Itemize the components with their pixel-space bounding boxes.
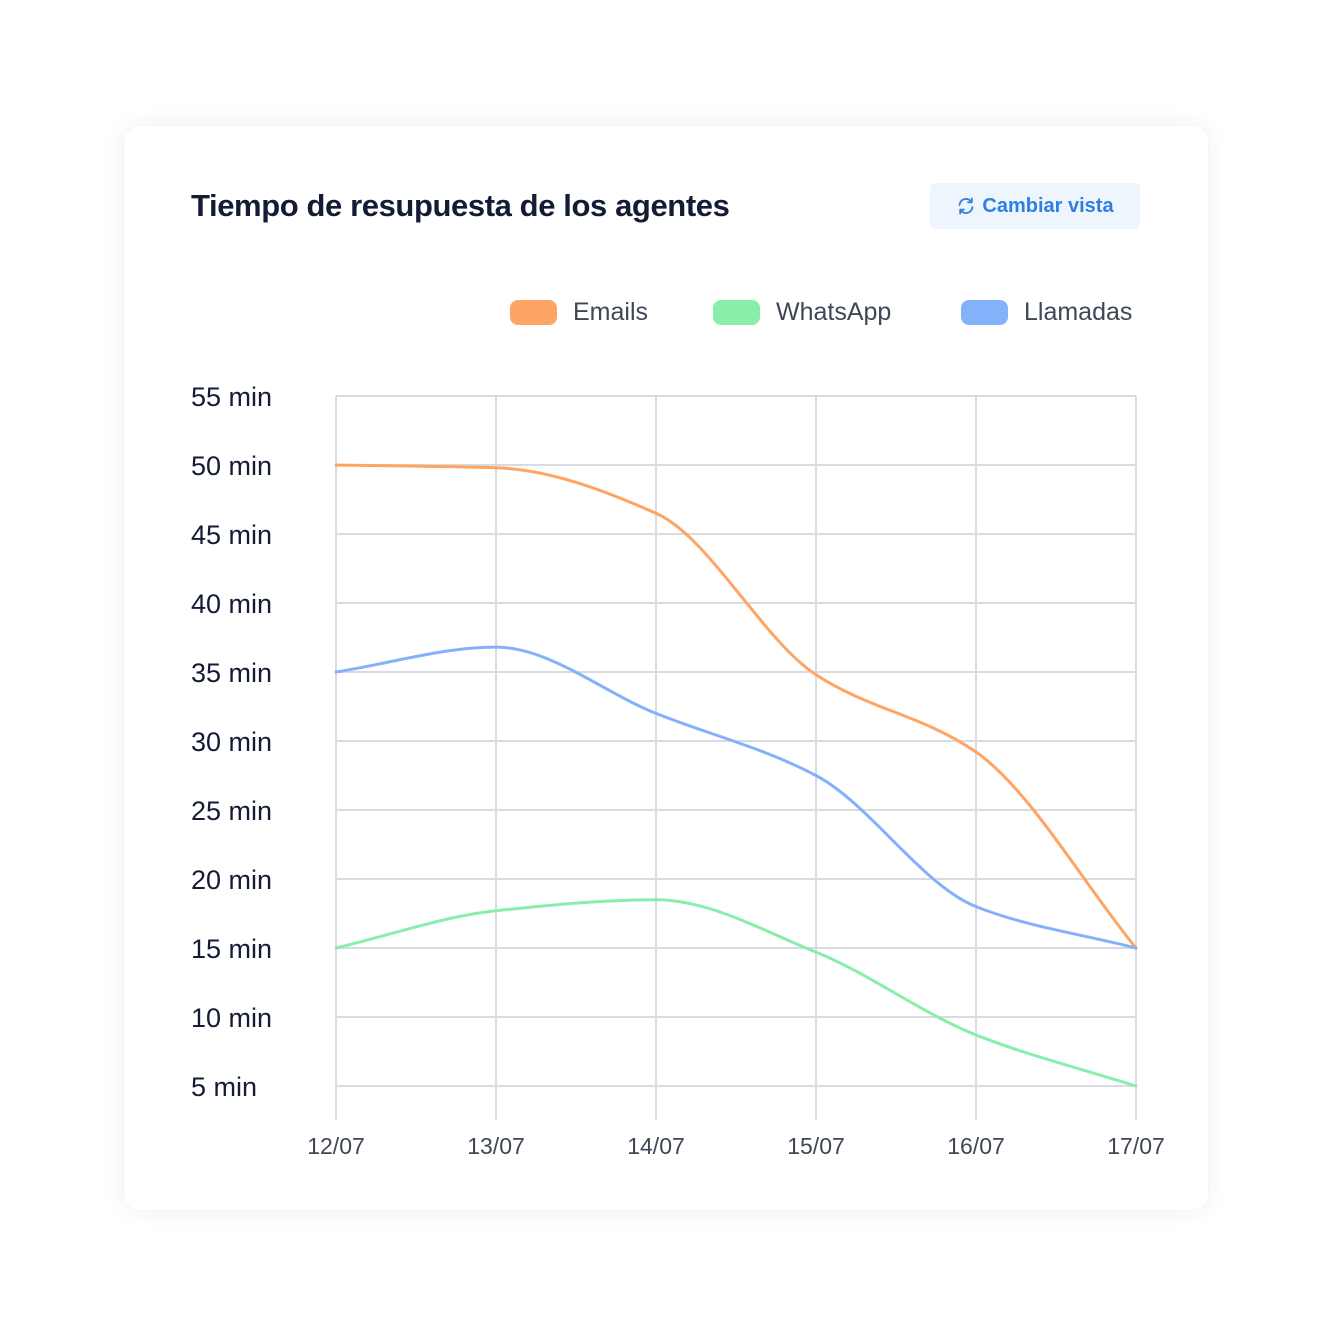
x-tick-label: 16/07: [947, 1133, 1005, 1159]
legend-item-emails[interactable]: Emails: [510, 298, 648, 327]
y-tick-label: 35 min: [191, 658, 272, 688]
x-tick-label: 12/07: [307, 1133, 365, 1159]
chart-lines: [334, 463, 1138, 1088]
change-view-button[interactable]: Cambiar vista: [930, 183, 1140, 229]
y-tick-label: 30 min: [191, 727, 272, 757]
x-axis-ticks: 12/07 13/07 14/07 15/07 16/07 17/07: [307, 1133, 1165, 1159]
y-axis-ticks: 5 min 10 min 15 min 20 min 25 min 30 min 35 mi…: [191, 382, 272, 1102]
y-tick-label: 50 min: [191, 451, 272, 481]
legend-swatch: [510, 300, 557, 325]
y-tick-label: 20 min: [191, 865, 272, 895]
chart-card: Tiempo de resupuesta de los agentes Camb…: [124, 126, 1208, 1210]
series-line-emails: [334, 463, 1138, 950]
refresh-icon: [956, 196, 976, 216]
series-line-llamadas: [334, 645, 1138, 950]
y-tick-label: 5 min: [191, 1072, 257, 1102]
legend-item-llamadas[interactable]: Llamadas: [961, 298, 1132, 327]
legend-swatch: [713, 300, 760, 325]
legend-item-whatsapp[interactable]: WhatsApp: [713, 298, 891, 327]
y-tick-label: 25 min: [191, 796, 272, 826]
legend-label: WhatsApp: [776, 298, 892, 326]
series-line-whatsapp: [334, 898, 1138, 1088]
x-tick-label: 15/07: [787, 1133, 845, 1159]
x-tick-label: 17/07: [1107, 1133, 1165, 1159]
y-tick-label: 40 min: [191, 589, 272, 619]
change-view-label: Cambiar vista: [982, 194, 1114, 217]
y-tick-label: 45 min: [191, 520, 272, 550]
x-tick-label: 14/07: [627, 1133, 685, 1159]
y-tick-label: 10 min: [191, 1003, 272, 1033]
chart-title: Tiempo de resupuesta de los agentes: [191, 188, 730, 223]
y-tick-label: 15 min: [191, 934, 272, 964]
chart-grid: [335, 395, 1137, 1120]
legend-label: Llamadas: [1024, 298, 1133, 326]
legend-label: Emails: [573, 298, 649, 326]
x-tick-label: 13/07: [467, 1133, 525, 1159]
y-tick-label: 55 min: [191, 382, 272, 412]
legend-swatch: [961, 300, 1008, 325]
